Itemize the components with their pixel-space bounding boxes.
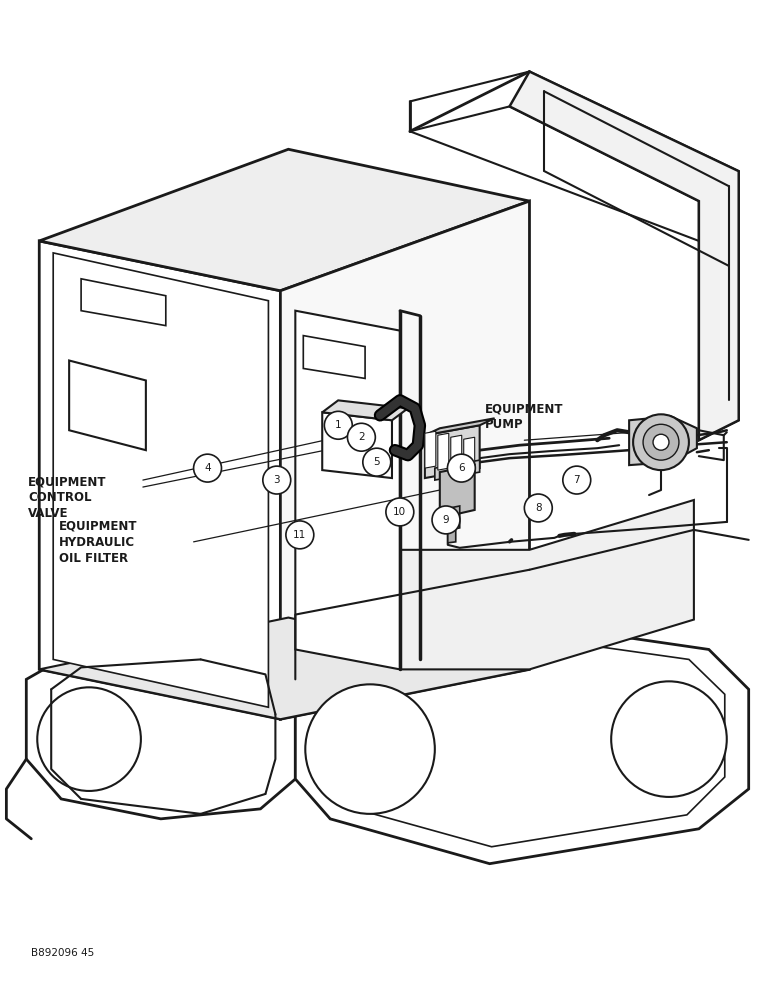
Polygon shape (464, 437, 475, 474)
Polygon shape (451, 435, 462, 472)
Circle shape (448, 454, 476, 482)
Text: 10: 10 (393, 507, 406, 517)
Polygon shape (425, 431, 436, 468)
Circle shape (347, 423, 375, 451)
Circle shape (653, 434, 669, 450)
Circle shape (324, 411, 352, 439)
Text: 7: 7 (574, 475, 580, 485)
Circle shape (262, 466, 291, 494)
Polygon shape (438, 433, 449, 470)
Circle shape (643, 424, 679, 460)
Text: 1: 1 (335, 420, 342, 430)
Polygon shape (322, 400, 408, 420)
Polygon shape (296, 618, 749, 864)
Text: 6: 6 (458, 463, 465, 473)
Circle shape (524, 494, 552, 522)
Polygon shape (425, 425, 479, 478)
Polygon shape (440, 506, 460, 532)
Circle shape (386, 498, 414, 526)
Polygon shape (322, 412, 392, 478)
Text: 2: 2 (358, 432, 364, 442)
Polygon shape (39, 241, 280, 719)
Polygon shape (53, 253, 269, 707)
Polygon shape (69, 361, 146, 450)
Polygon shape (320, 632, 725, 847)
Text: B892096 45: B892096 45 (32, 948, 94, 958)
Polygon shape (296, 311, 400, 669)
Polygon shape (440, 465, 475, 518)
Polygon shape (410, 72, 739, 440)
Circle shape (432, 506, 460, 534)
Text: 9: 9 (442, 515, 449, 525)
Polygon shape (26, 649, 296, 819)
Polygon shape (303, 336, 365, 378)
Text: 3: 3 (273, 475, 280, 485)
Polygon shape (629, 416, 697, 465)
Circle shape (305, 684, 435, 814)
Text: 8: 8 (535, 503, 542, 513)
Polygon shape (448, 527, 455, 543)
Polygon shape (425, 418, 495, 435)
Circle shape (563, 466, 591, 494)
Circle shape (633, 414, 689, 470)
Polygon shape (510, 72, 739, 440)
Circle shape (37, 687, 141, 791)
Text: 4: 4 (205, 463, 211, 473)
Polygon shape (280, 201, 530, 719)
Circle shape (611, 681, 726, 797)
Circle shape (286, 521, 313, 549)
Text: EQUIPMENT
CONTROL
VALVE: EQUIPMENT CONTROL VALVE (29, 475, 107, 520)
Polygon shape (81, 279, 166, 326)
Polygon shape (400, 500, 694, 669)
Circle shape (194, 454, 222, 482)
Polygon shape (39, 149, 530, 291)
Circle shape (363, 448, 391, 476)
Text: EQUIPMENT
PUMP: EQUIPMENT PUMP (485, 402, 563, 431)
Text: 11: 11 (293, 530, 306, 540)
Polygon shape (435, 460, 479, 480)
Text: EQUIPMENT
HYDRAULIC
OIL FILTER: EQUIPMENT HYDRAULIC OIL FILTER (59, 520, 137, 565)
Text: 5: 5 (374, 457, 380, 467)
Polygon shape (39, 618, 530, 719)
